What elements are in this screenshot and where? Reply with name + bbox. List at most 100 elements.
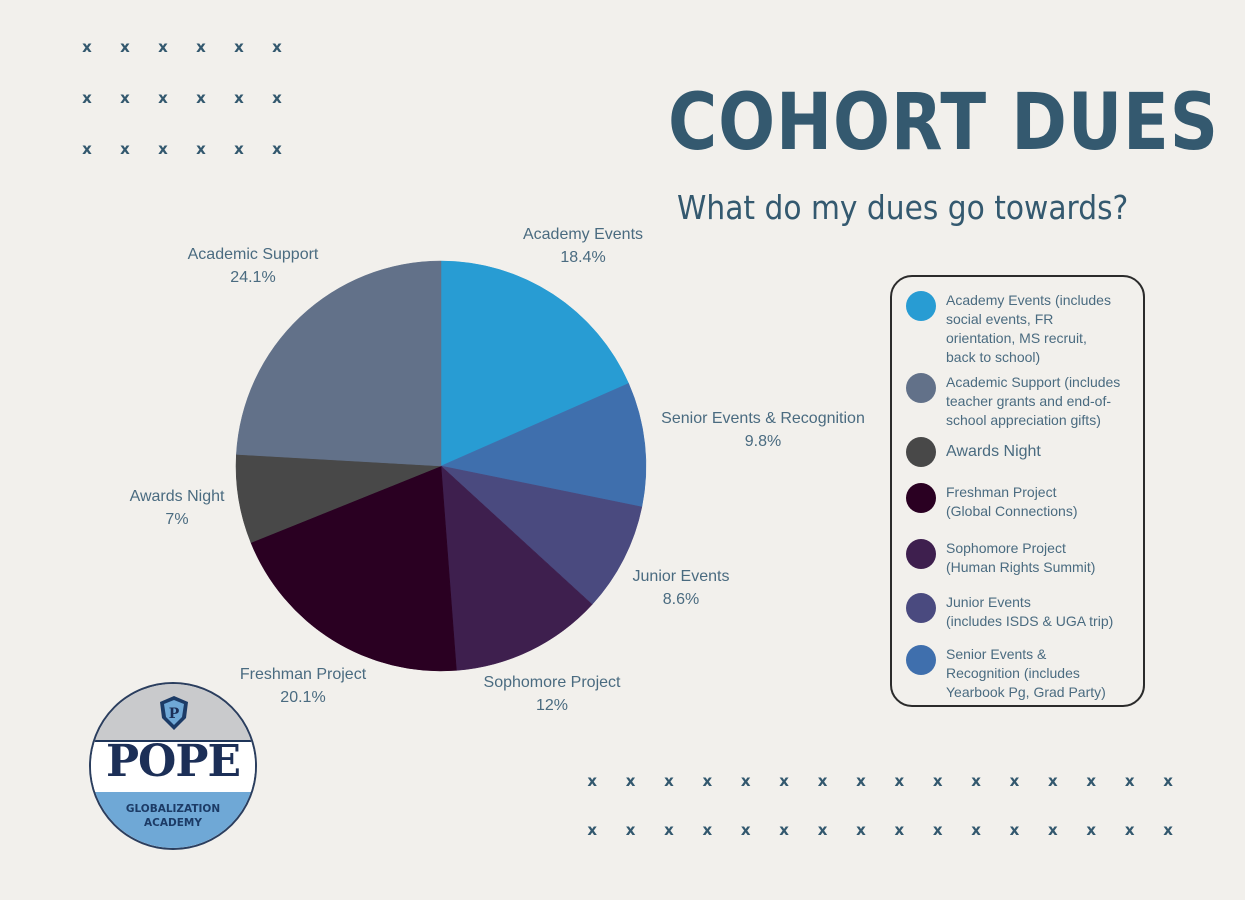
x-mark: x [856, 821, 866, 839]
x-mark: x [1163, 772, 1173, 790]
x-mark: x [120, 38, 130, 56]
x-mark: x [158, 140, 168, 158]
x-mark: x [1124, 772, 1135, 790]
slice-label: Academy Events 18.4% [523, 223, 643, 269]
logo-bottom-band [91, 792, 255, 848]
pie-slice-sophomore-project [440, 465, 593, 671]
pie-slice-academic-support [236, 260, 442, 467]
x-mark: x [272, 38, 282, 56]
legend-swatch-icon [906, 291, 936, 321]
pie-slice-senior-events-recognition [440, 383, 647, 508]
x-mark: x [740, 772, 751, 790]
x-mark: x [817, 821, 828, 839]
slice-label-name: Academy Events [522, 226, 644, 243]
legend-text: Academic Support (includes teacher grant… [946, 374, 1121, 428]
x-mark: x [1086, 772, 1097, 790]
x-mark: x [1086, 821, 1097, 839]
x-mark: x [82, 140, 92, 158]
slice-label: Academic Support 24.1% [188, 243, 319, 289]
x-mark: x [932, 772, 943, 790]
bottom-right-x-pattern: x x x x x x x x x x x x x x x x x x x x x x x x x x x x x x x x [573, 774, 1187, 838]
slice-label-name: Senior Events & Recognition [661, 410, 865, 427]
x-mark: x [158, 38, 168, 56]
logo-wordmark: POPE [105, 736, 241, 787]
legend-text: Senior Events & Recognition (includes Ye… [946, 646, 1106, 700]
x-mark: x [82, 38, 92, 56]
legend-text: Junior Events (includes ISDS & UGA trip) [946, 594, 1114, 629]
slice-label-name: Academic Support [187, 246, 319, 263]
x-mark: x [856, 772, 866, 790]
x-mark: x [702, 772, 713, 790]
slice-label-value: 20.1% [280, 689, 326, 706]
legend-item: Junior Events (includes ISDS & UGA trip) [906, 593, 1113, 631]
legend-item: Academy Events (includes social events, … [906, 291, 1111, 367]
slice-label: Senior Events & Recognition 9.8% [661, 407, 865, 453]
page-subtitle: What do my dues go towards? [677, 188, 1129, 227]
legend-swatch-icon [906, 373, 936, 403]
logo-line-2: ACADEMY [144, 817, 202, 829]
legend-item: Awards Night [906, 437, 1041, 467]
x-mark: x [158, 89, 168, 107]
x-mark: x [196, 140, 206, 158]
legend-text: Sophomore Project (Human Rights Summit) [946, 540, 1096, 575]
chart-legend: Academy Events (includes social events, … [890, 275, 1145, 707]
slice-label-name: Junior Events [632, 568, 730, 585]
legend-swatch-icon [906, 437, 936, 467]
logo-subtitle: GLOBALIZATION ACADEMY [91, 802, 255, 830]
x-mark: x [1009, 821, 1020, 839]
x-mark: x [234, 38, 244, 56]
slice-label: Awards Night 7% [130, 485, 225, 531]
x-mark: x [196, 38, 206, 56]
slice-label-name: Freshman Project [239, 666, 367, 683]
top-left-x-pattern: x x x x x x x x x x x x x x x x x x [68, 40, 296, 157]
crest-icon: P [160, 696, 188, 730]
slice-label-value: 9.8% [744, 433, 782, 450]
x-mark: x [1163, 821, 1173, 839]
slice-label-name: Sophomore Project [483, 674, 621, 691]
x-mark: x [587, 772, 598, 790]
slice-label-name: Awards Night [129, 488, 225, 505]
legend-swatch-icon [906, 593, 936, 623]
x-mark: x [1048, 821, 1058, 839]
x-mark: x [625, 821, 636, 839]
legend-text: Awards Night [946, 443, 1041, 460]
pie-slice-academy-events [440, 260, 629, 467]
x-mark: x [625, 772, 636, 790]
x-mark: x [234, 89, 244, 107]
slice-label-value: 24.1% [230, 269, 276, 286]
slice-label: Freshman Project 20.1% [240, 663, 366, 709]
x-mark: x [120, 140, 130, 158]
x-mark: x [817, 772, 828, 790]
x-mark: x [234, 140, 244, 158]
legend-swatch-icon [906, 539, 936, 569]
page-title: COHORT DUES [668, 78, 1219, 168]
x-mark: x [587, 821, 598, 839]
x-mark: x [120, 89, 130, 107]
pie-slice-junior-events [440, 465, 643, 605]
slice-label-value: 8.6% [662, 591, 700, 608]
legend-text: Academy Events (includes social events, … [946, 292, 1111, 365]
legend-swatch-icon [906, 483, 936, 513]
legend-swatch-icon [906, 645, 936, 675]
x-mark: x [779, 772, 789, 790]
pie-slice-freshman-project [250, 465, 457, 672]
logo-line-1: GLOBALIZATION [125, 803, 221, 815]
x-mark: x [272, 140, 282, 158]
slice-label-value: 7% [165, 511, 189, 528]
x-mark: x [664, 772, 674, 790]
x-mark: x [971, 821, 981, 839]
legend-text: Freshman Project (Global Connections) [946, 484, 1078, 519]
x-mark: x [894, 772, 905, 790]
svg-text:P: P [169, 706, 180, 722]
x-mark: x [894, 821, 905, 839]
x-mark: x [971, 772, 981, 790]
legend-item: Academic Support (includes teacher grant… [906, 373, 1120, 430]
slice-label-value: 18.4% [560, 249, 606, 266]
x-mark: x [1124, 821, 1135, 839]
x-mark: x [196, 89, 206, 107]
legend-item: Senior Events & Recognition (includes Ye… [906, 645, 1106, 702]
x-mark: x [1009, 772, 1020, 790]
x-mark: x [779, 821, 789, 839]
x-mark: x [740, 821, 751, 839]
